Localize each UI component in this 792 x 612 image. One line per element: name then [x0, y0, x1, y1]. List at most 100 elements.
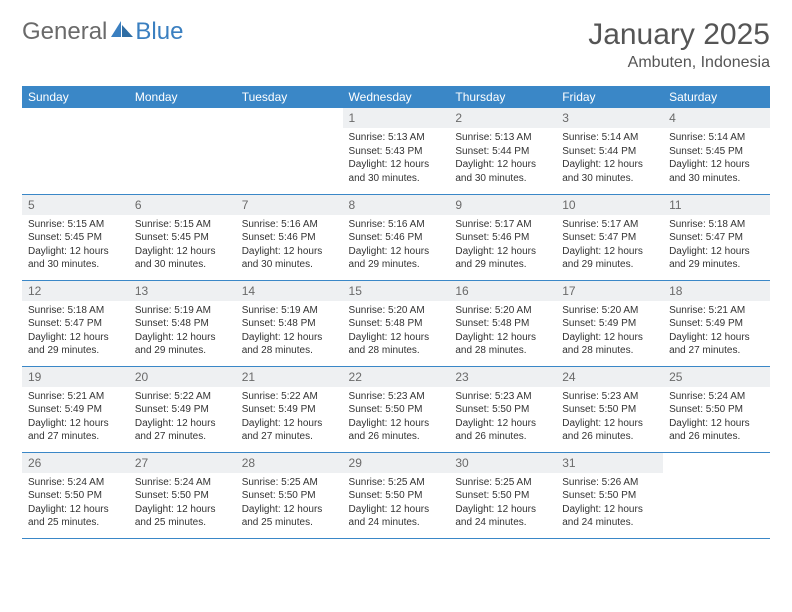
- sunrise-text: Sunrise: 5:21 AM: [669, 304, 764, 318]
- sunset-text: Sunset: 5:49 PM: [562, 317, 657, 331]
- sunrise-text: Sunrise: 5:20 AM: [349, 304, 444, 318]
- sunset-text: Sunset: 5:48 PM: [349, 317, 444, 331]
- day-details: Sunrise: 5:17 AMSunset: 5:46 PMDaylight:…: [449, 215, 556, 276]
- sunset-text: Sunset: 5:50 PM: [28, 489, 123, 503]
- sunrise-text: Sunrise: 5:15 AM: [135, 218, 230, 232]
- sunset-text: Sunset: 5:49 PM: [135, 403, 230, 417]
- day-number: 13: [129, 281, 236, 301]
- day-number: 5: [22, 195, 129, 215]
- daylight-text: Daylight: 12 hours and 27 minutes.: [28, 417, 123, 444]
- calendar-cell: 13Sunrise: 5:19 AMSunset: 5:48 PMDayligh…: [129, 280, 236, 366]
- calendar-cell: 14Sunrise: 5:19 AMSunset: 5:48 PMDayligh…: [236, 280, 343, 366]
- day-number: 6: [129, 195, 236, 215]
- day-number: 20: [129, 367, 236, 387]
- calendar-cell: 30Sunrise: 5:25 AMSunset: 5:50 PMDayligh…: [449, 452, 556, 538]
- calendar-cell: 17Sunrise: 5:20 AMSunset: 5:49 PMDayligh…: [556, 280, 663, 366]
- calendar-week-row: 1Sunrise: 5:13 AMSunset: 5:43 PMDaylight…: [22, 108, 770, 194]
- calendar-body: 1Sunrise: 5:13 AMSunset: 5:43 PMDaylight…: [22, 108, 770, 538]
- daylight-text: Daylight: 12 hours and 30 minutes.: [669, 158, 764, 185]
- sunrise-text: Sunrise: 5:14 AM: [562, 131, 657, 145]
- day-number: 30: [449, 453, 556, 473]
- day-details: Sunrise: 5:25 AMSunset: 5:50 PMDaylight:…: [449, 473, 556, 534]
- calendar-cell: 25Sunrise: 5:24 AMSunset: 5:50 PMDayligh…: [663, 366, 770, 452]
- daylight-text: Daylight: 12 hours and 30 minutes.: [349, 158, 444, 185]
- sunrise-text: Sunrise: 5:13 AM: [349, 131, 444, 145]
- sunset-text: Sunset: 5:47 PM: [562, 231, 657, 245]
- header: General Blue January 2025 Ambuten, Indon…: [22, 18, 770, 72]
- sunrise-text: Sunrise: 5:20 AM: [562, 304, 657, 318]
- daylight-text: Daylight: 12 hours and 30 minutes.: [562, 158, 657, 185]
- day-number: 25: [663, 367, 770, 387]
- day-details: Sunrise: 5:25 AMSunset: 5:50 PMDaylight:…: [343, 473, 450, 534]
- calendar-cell: 7Sunrise: 5:16 AMSunset: 5:46 PMDaylight…: [236, 194, 343, 280]
- daylight-text: Daylight: 12 hours and 29 minutes.: [349, 245, 444, 272]
- sunset-text: Sunset: 5:48 PM: [135, 317, 230, 331]
- day-number: 2: [449, 108, 556, 128]
- calendar-cell: 5Sunrise: 5:15 AMSunset: 5:45 PMDaylight…: [22, 194, 129, 280]
- sunset-text: Sunset: 5:48 PM: [455, 317, 550, 331]
- calendar-week-row: 19Sunrise: 5:21 AMSunset: 5:49 PMDayligh…: [22, 366, 770, 452]
- day-details: Sunrise: 5:13 AMSunset: 5:43 PMDaylight:…: [343, 128, 450, 189]
- daylight-text: Daylight: 12 hours and 29 minutes.: [562, 245, 657, 272]
- day-number: 12: [22, 281, 129, 301]
- daylight-text: Daylight: 12 hours and 26 minutes.: [455, 417, 550, 444]
- day-number: 11: [663, 195, 770, 215]
- sunset-text: Sunset: 5:50 PM: [562, 403, 657, 417]
- sunset-text: Sunset: 5:47 PM: [669, 231, 764, 245]
- sunrise-text: Sunrise: 5:24 AM: [669, 390, 764, 404]
- day-number: 1: [343, 108, 450, 128]
- day-number: 28: [236, 453, 343, 473]
- day-number: 19: [22, 367, 129, 387]
- day-details: Sunrise: 5:18 AMSunset: 5:47 PMDaylight:…: [663, 215, 770, 276]
- sunrise-text: Sunrise: 5:23 AM: [562, 390, 657, 404]
- sunrise-text: Sunrise: 5:22 AM: [242, 390, 337, 404]
- calendar-cell: 23Sunrise: 5:23 AMSunset: 5:50 PMDayligh…: [449, 366, 556, 452]
- calendar-cell: 19Sunrise: 5:21 AMSunset: 5:49 PMDayligh…: [22, 366, 129, 452]
- day-details: Sunrise: 5:16 AMSunset: 5:46 PMDaylight:…: [343, 215, 450, 276]
- daylight-text: Daylight: 12 hours and 29 minutes.: [28, 331, 123, 358]
- sunset-text: Sunset: 5:45 PM: [28, 231, 123, 245]
- calendar-week-row: 5Sunrise: 5:15 AMSunset: 5:45 PMDaylight…: [22, 194, 770, 280]
- daylight-text: Daylight: 12 hours and 25 minutes.: [28, 503, 123, 530]
- day-number: [22, 108, 129, 114]
- daylight-text: Daylight: 12 hours and 28 minutes.: [562, 331, 657, 358]
- sunrise-text: Sunrise: 5:15 AM: [28, 218, 123, 232]
- day-details: Sunrise: 5:25 AMSunset: 5:50 PMDaylight:…: [236, 473, 343, 534]
- calendar-cell: 4Sunrise: 5:14 AMSunset: 5:45 PMDaylight…: [663, 108, 770, 194]
- logo-text-blue: Blue: [135, 18, 183, 46]
- sunrise-text: Sunrise: 5:13 AM: [455, 131, 550, 145]
- day-details: Sunrise: 5:23 AMSunset: 5:50 PMDaylight:…: [449, 387, 556, 448]
- sunset-text: Sunset: 5:48 PM: [242, 317, 337, 331]
- sunset-text: Sunset: 5:50 PM: [562, 489, 657, 503]
- calendar-cell: 9Sunrise: 5:17 AMSunset: 5:46 PMDaylight…: [449, 194, 556, 280]
- weekday-wednesday: Wednesday: [343, 86, 450, 108]
- day-details: Sunrise: 5:16 AMSunset: 5:46 PMDaylight:…: [236, 215, 343, 276]
- calendar-cell: 31Sunrise: 5:26 AMSunset: 5:50 PMDayligh…: [556, 452, 663, 538]
- location: Ambuten, Indonesia: [588, 54, 770, 72]
- day-details: Sunrise: 5:24 AMSunset: 5:50 PMDaylight:…: [663, 387, 770, 448]
- day-number: [236, 108, 343, 114]
- daylight-text: Daylight: 12 hours and 24 minutes.: [562, 503, 657, 530]
- sunset-text: Sunset: 5:50 PM: [455, 489, 550, 503]
- sunrise-text: Sunrise: 5:25 AM: [455, 476, 550, 490]
- calendar-cell: 8Sunrise: 5:16 AMSunset: 5:46 PMDaylight…: [343, 194, 450, 280]
- day-details: Sunrise: 5:21 AMSunset: 5:49 PMDaylight:…: [22, 387, 129, 448]
- daylight-text: Daylight: 12 hours and 27 minutes.: [669, 331, 764, 358]
- daylight-text: Daylight: 12 hours and 30 minutes.: [455, 158, 550, 185]
- calendar-cell: 26Sunrise: 5:24 AMSunset: 5:50 PMDayligh…: [22, 452, 129, 538]
- daylight-text: Daylight: 12 hours and 28 minutes.: [242, 331, 337, 358]
- sunrise-text: Sunrise: 5:25 AM: [242, 476, 337, 490]
- day-number: [663, 453, 770, 459]
- sunrise-text: Sunrise: 5:22 AM: [135, 390, 230, 404]
- daylight-text: Daylight: 12 hours and 26 minutes.: [669, 417, 764, 444]
- weekday-tuesday: Tuesday: [236, 86, 343, 108]
- day-details: Sunrise: 5:18 AMSunset: 5:47 PMDaylight:…: [22, 301, 129, 362]
- sunset-text: Sunset: 5:49 PM: [669, 317, 764, 331]
- calendar-cell: [22, 108, 129, 194]
- calendar-cell: 21Sunrise: 5:22 AMSunset: 5:49 PMDayligh…: [236, 366, 343, 452]
- logo-text-general: General: [22, 18, 107, 46]
- day-number: 15: [343, 281, 450, 301]
- calendar-cell: 15Sunrise: 5:20 AMSunset: 5:48 PMDayligh…: [343, 280, 450, 366]
- daylight-text: Daylight: 12 hours and 24 minutes.: [349, 503, 444, 530]
- day-details: Sunrise: 5:14 AMSunset: 5:45 PMDaylight:…: [663, 128, 770, 189]
